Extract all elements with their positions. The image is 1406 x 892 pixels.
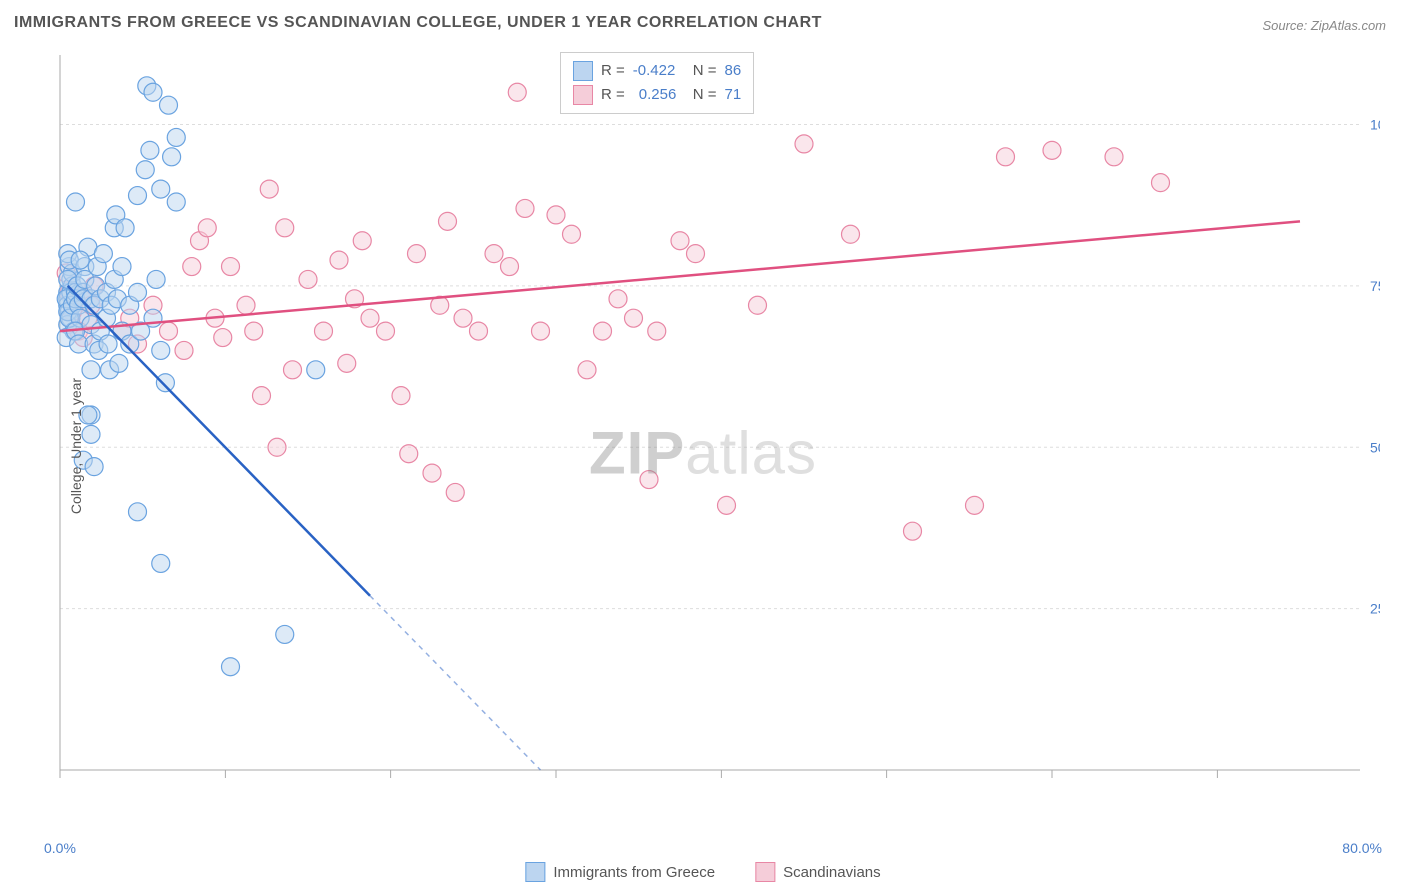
- n-label: N =: [693, 59, 717, 83]
- legend-swatch-scandinavian: [573, 85, 593, 105]
- chart-area: 25.0% 50.0% 75.0% 100.0%: [50, 50, 1380, 810]
- legend-swatch-greece: [573, 61, 593, 81]
- x-tick-max: 80.0%: [1342, 840, 1382, 856]
- legend-row-greece: R = -0.422 N = 86: [573, 59, 741, 83]
- legend-row-scandinavian: R = 0.256 N = 71: [573, 83, 741, 107]
- svg-text:100.0%: 100.0%: [1370, 117, 1380, 133]
- n-value-scandinavian: 71: [725, 83, 742, 107]
- legend-item-scandinavian: Scandinavians: [755, 862, 881, 882]
- n-value-greece: 86: [725, 59, 742, 83]
- y-axis-label: College, Under 1 year: [68, 378, 84, 514]
- r-value-scandinavian: 0.256: [633, 83, 685, 107]
- x-tick-min: 0.0%: [44, 840, 76, 856]
- svg-text:50.0%: 50.0%: [1370, 439, 1380, 455]
- chart-svg: 25.0% 50.0% 75.0% 100.0%: [50, 50, 1380, 810]
- svg-text:75.0%: 75.0%: [1370, 278, 1380, 294]
- source-label: Source: ZipAtlas.com: [1262, 18, 1386, 33]
- legend-swatch-scandinavian: [755, 862, 775, 882]
- legend-bottom: Immigrants from Greece Scandinavians: [525, 862, 880, 882]
- r-label: R =: [601, 83, 625, 107]
- legend-correlation: R = -0.422 N = 86 R = 0.256 N = 71: [560, 52, 754, 114]
- legend-label-greece: Immigrants from Greece: [553, 864, 715, 881]
- r-value-greece: -0.422: [633, 59, 685, 83]
- legend-swatch-greece: [525, 862, 545, 882]
- n-label: N =: [693, 83, 717, 107]
- legend-item-greece: Immigrants from Greece: [525, 862, 715, 882]
- legend-label-scandinavian: Scandinavians: [783, 864, 881, 881]
- svg-text:25.0%: 25.0%: [1370, 601, 1380, 617]
- r-label: R =: [601, 59, 625, 83]
- chart-title: IMMIGRANTS FROM GREECE VS SCANDINAVIAN C…: [14, 14, 822, 32]
